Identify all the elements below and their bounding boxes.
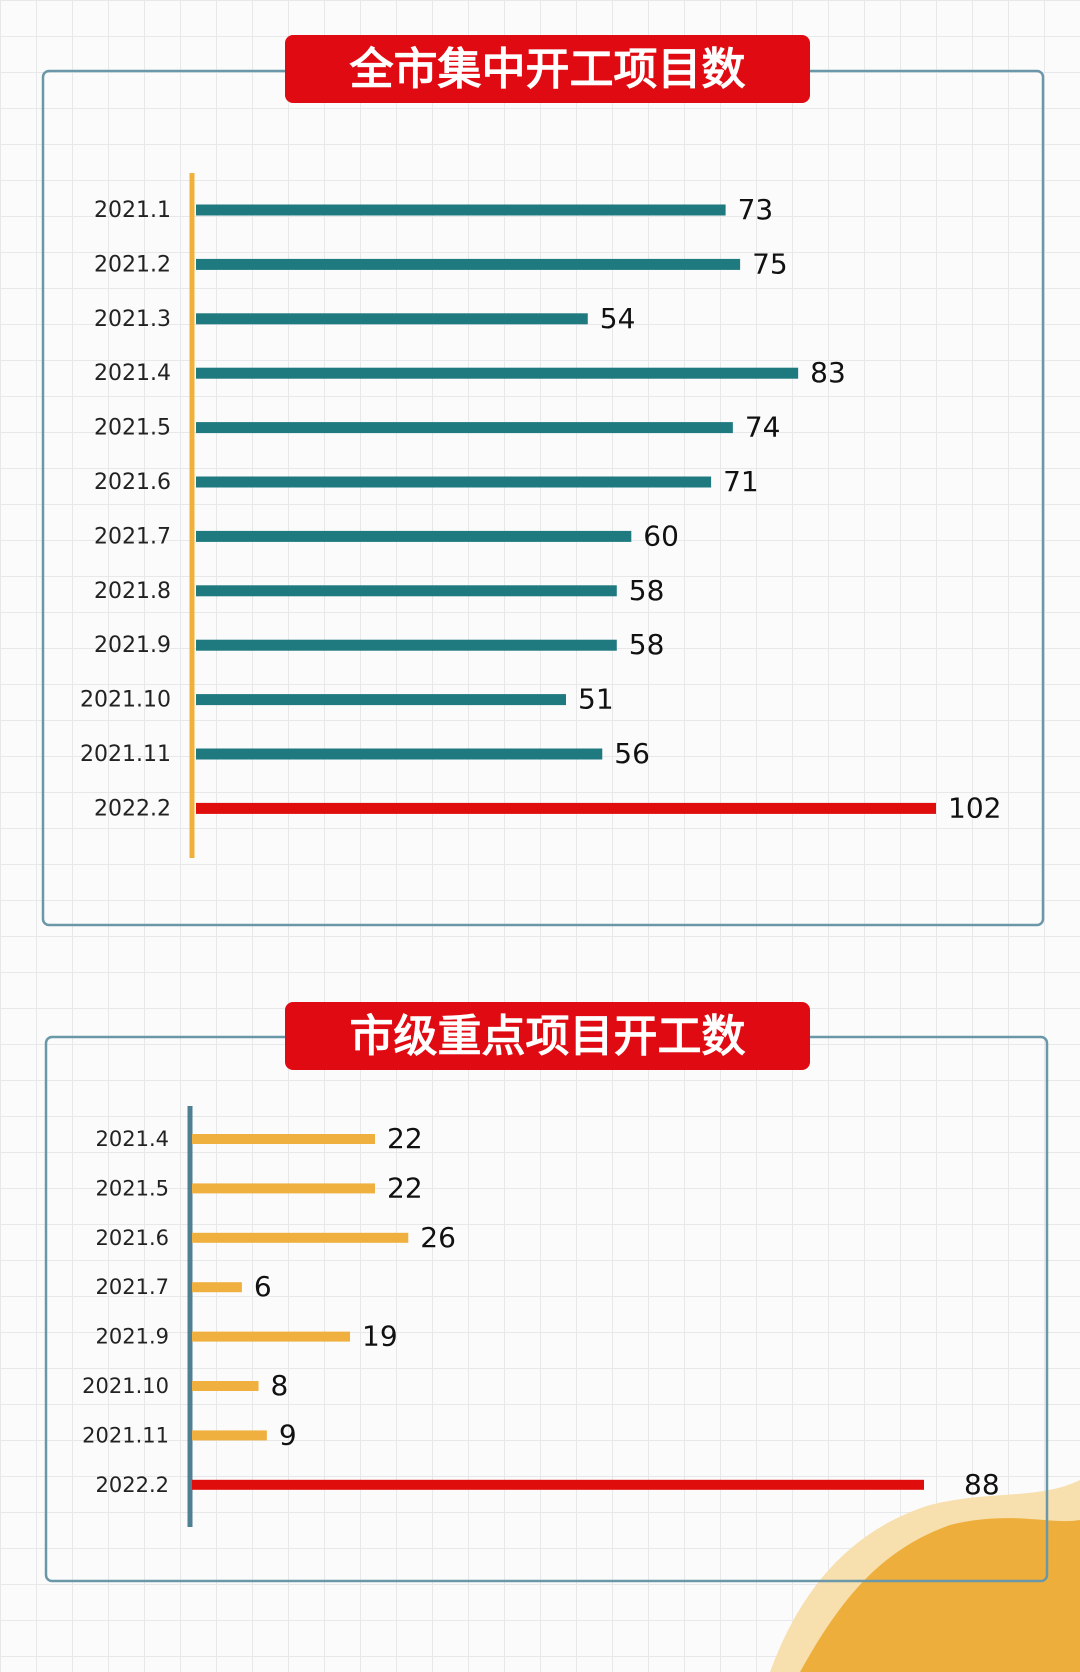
category-label: 2021.8 — [94, 579, 171, 604]
value-label: 102 — [948, 791, 1001, 824]
bar — [192, 1331, 351, 1342]
category-label: 2022.2 — [96, 1473, 169, 1497]
category-label: 2022.2 — [94, 796, 171, 821]
value-label: 58 — [629, 628, 665, 661]
category-label: 2021.10 — [80, 688, 171, 713]
bar — [196, 694, 566, 706]
category-label: 2021.7 — [94, 524, 171, 549]
bar — [196, 367, 799, 379]
panel-frame — [44, 1035, 1049, 1583]
bar — [196, 802, 936, 814]
chart-title: 市级重点项目开工数 — [350, 1011, 746, 1062]
bar — [196, 639, 617, 651]
category-label: 2021.6 — [96, 1226, 169, 1250]
value-label: 22 — [387, 1171, 423, 1204]
category-label: 2021.2 — [94, 252, 171, 277]
value-label: 71 — [723, 465, 759, 498]
category-label: 2021.11 — [80, 742, 171, 767]
bar — [196, 585, 617, 597]
bar — [196, 313, 588, 325]
value-label: 58 — [629, 574, 665, 607]
value-label: 75 — [752, 247, 788, 280]
value-label: 26 — [420, 1221, 456, 1254]
category-label: 2021.5 — [94, 416, 171, 441]
category-label: 2021.3 — [94, 307, 171, 332]
bar — [192, 1282, 242, 1293]
bar — [196, 476, 712, 488]
value-label: 51 — [578, 683, 614, 716]
bar — [196, 530, 632, 542]
bar — [196, 204, 726, 216]
bar — [192, 1232, 409, 1243]
category-label: 2021.6 — [94, 470, 171, 495]
value-label: 8 — [271, 1369, 289, 1402]
value-label: 19 — [362, 1320, 398, 1353]
bar — [196, 748, 603, 760]
category-label: 2021.4 — [96, 1127, 169, 1151]
category-label: 2021.4 — [94, 361, 171, 386]
value-label: 83 — [810, 356, 846, 389]
category-label: 2021.10 — [82, 1374, 169, 1398]
title-banner — [285, 35, 810, 103]
value-label: 74 — [745, 411, 781, 444]
value-label: 88 — [964, 1468, 1000, 1501]
bar — [192, 1183, 375, 1194]
value-label: 56 — [614, 737, 650, 770]
value-label: 73 — [738, 193, 774, 226]
decor-blob — [800, 1518, 1080, 1672]
category-label: 2021.7 — [96, 1275, 169, 1299]
value-label: 9 — [279, 1418, 297, 1451]
bar — [196, 258, 741, 270]
chart-title: 全市集中开工项目数 — [349, 44, 746, 95]
bar — [192, 1479, 924, 1490]
category-label: 2021.11 — [82, 1423, 169, 1447]
category-label: 2021.9 — [96, 1325, 169, 1349]
title-banner — [285, 1002, 810, 1070]
bar — [192, 1134, 375, 1144]
value-label: 60 — [643, 519, 679, 552]
value-label: 6 — [254, 1270, 272, 1303]
bar — [196, 422, 733, 434]
value-label: 54 — [600, 302, 636, 335]
bar — [192, 1430, 267, 1441]
bar — [192, 1381, 259, 1391]
category-label: 2021.1 — [94, 198, 171, 223]
value-label: 22 — [387, 1122, 423, 1155]
category-label: 2021.5 — [96, 1176, 169, 1200]
category-label: 2021.9 — [94, 633, 171, 658]
